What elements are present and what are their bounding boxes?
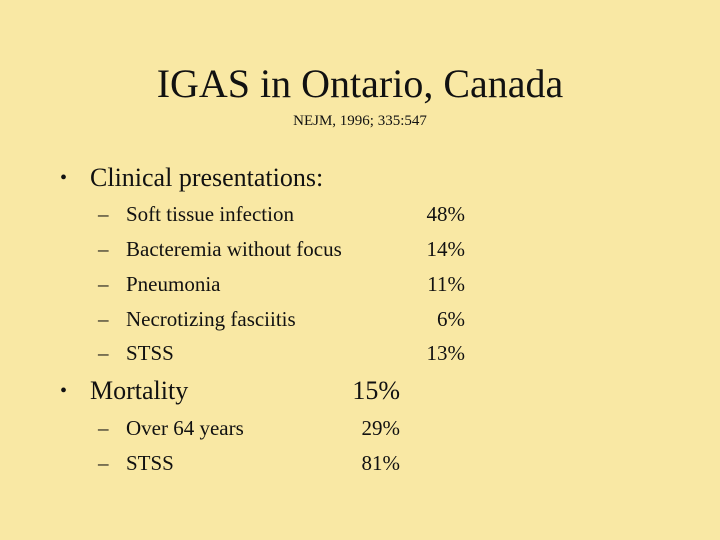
item-value: 6% — [437, 307, 465, 331]
dash-icon: – — [98, 237, 109, 261]
slide-title: IGAS in Ontario, Canada — [156, 61, 564, 106]
dash-icon: – — [98, 272, 109, 296]
item-label: STSS — [126, 451, 174, 475]
item-value: 13% — [426, 341, 466, 365]
dash-icon: – — [98, 307, 109, 331]
bullet-icon: • — [60, 380, 68, 402]
item-label: STSS — [126, 341, 174, 365]
item-value: 14% — [426, 237, 466, 261]
item-value: 11% — [427, 272, 465, 296]
dash-icon: – — [98, 341, 109, 365]
bullet-icon: • — [60, 167, 68, 189]
dash-icon: – — [98, 451, 109, 475]
dash-icon: – — [98, 416, 109, 440]
dash-icon: – — [98, 202, 109, 226]
item-label: Necrotizing fasciitis — [126, 307, 296, 331]
section-value: 15% — [352, 376, 400, 405]
section-heading: Clinical presentations: — [90, 163, 324, 192]
item-value: 29% — [361, 416, 401, 440]
citation: NEJM, 1996; 335:547 — [293, 113, 427, 129]
item-label: Over 64 years — [126, 416, 244, 440]
item-value: 81% — [361, 451, 401, 475]
item-label: Soft tissue infection — [126, 202, 294, 226]
item-value: 48% — [426, 202, 466, 226]
item-label: Pneumonia — [126, 272, 221, 296]
item-label: Bacteremia without focus — [126, 237, 342, 261]
section-heading: Mortality — [90, 376, 189, 405]
